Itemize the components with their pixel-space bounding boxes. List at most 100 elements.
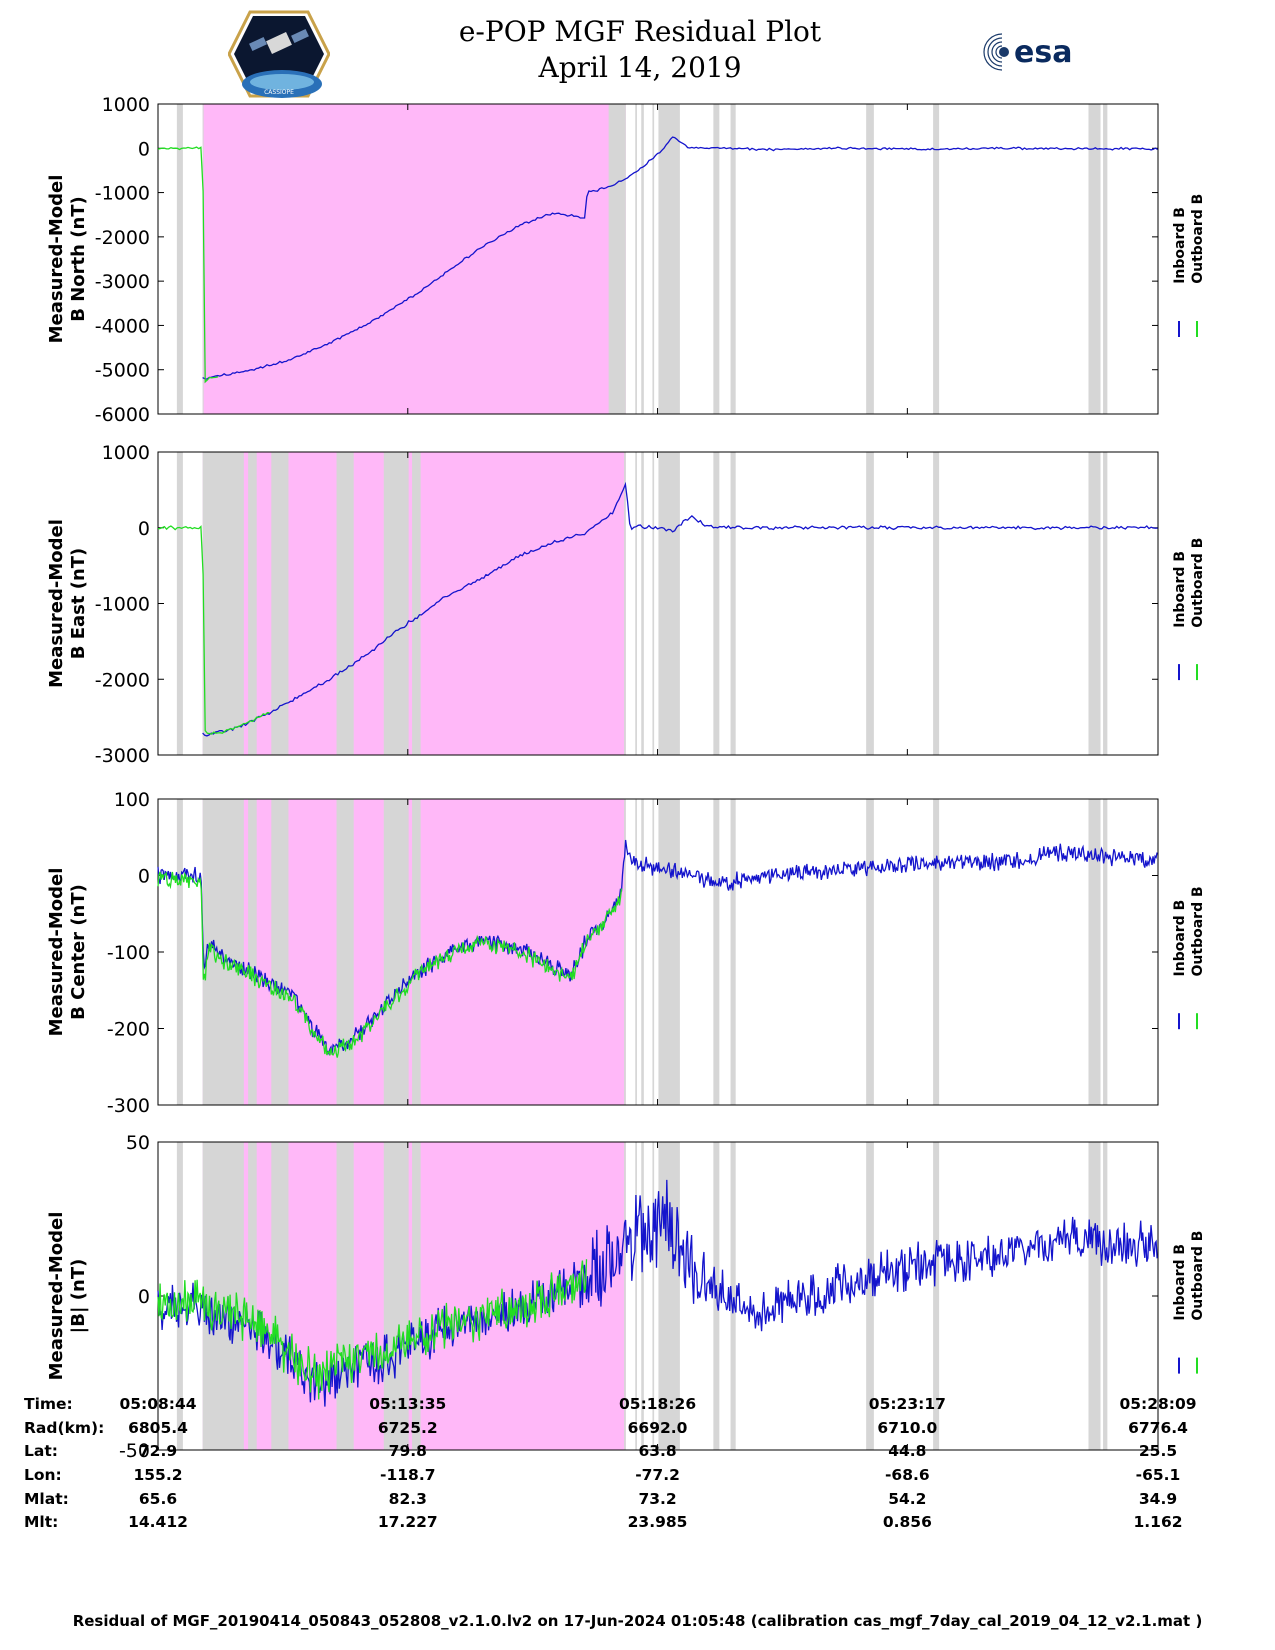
legend: Inboard B Outboard B (1172, 886, 1206, 1030)
series-inboard (157, 1179, 1158, 1407)
legend-label-outboard: Outboard B (1190, 538, 1206, 628)
gray-region (176, 452, 183, 755)
ephemeris-value: 72.9 (138, 1442, 178, 1460)
y-tick-label: -5000 (95, 360, 150, 382)
gray-region (1088, 104, 1101, 414)
gray-region (271, 452, 289, 755)
gray-region (1103, 799, 1108, 1105)
plot-title: e-POP MGF Residual Plot April 14, 2019 (380, 14, 900, 86)
y-tick-label: -2000 (95, 669, 150, 691)
panel-2: 1000 0 -1000 -2000 -3000 Measured-ModelB East… (46, 442, 1206, 767)
gray-region (383, 452, 409, 755)
ephemeris-value: 6805.4 (128, 1419, 188, 1437)
ephemeris-value: 63.8 (638, 1442, 677, 1460)
gray-region (412, 452, 421, 755)
gray-region (730, 799, 736, 1105)
y-tick-label: -6000 (95, 404, 150, 426)
gray-region (1088, 452, 1101, 755)
gray-region (658, 799, 680, 1105)
y-tick-label: -3000 (95, 271, 150, 293)
footer-caption: Residual of MGF_20190414_050843_052808_v… (72, 1612, 1203, 1630)
panel-4: 50 0 -50 Measured-Model|B| (nT) Inboard B Out… (46, 1132, 1206, 1462)
legend: Inboard B Outboard B (1172, 194, 1206, 337)
gray-region (248, 1142, 257, 1450)
y-tick-label: -2000 (95, 227, 150, 249)
gray-region (866, 104, 874, 414)
series-inboard (202, 136, 1158, 380)
gray-region (933, 799, 940, 1105)
gray-region (336, 1142, 354, 1450)
gray-region (176, 799, 183, 1105)
ephemeris-value: 34.9 (1138, 1490, 1178, 1508)
gray-region (1088, 799, 1101, 1105)
ephemeris-label: Rad(km): (24, 1419, 105, 1437)
ephemeris-value: 65.6 (138, 1490, 178, 1508)
ephemeris-value: 05:28:09 (1119, 1395, 1197, 1413)
series-outboard (157, 146, 219, 384)
y-tick-label: 0 (138, 138, 150, 160)
ephemeris-value: 05:08:44 (119, 1395, 197, 1413)
y-tick-label: 0 (138, 1286, 150, 1308)
ephemeris-value: -118.7 (380, 1466, 436, 1484)
y-tick-label: 1000 (102, 442, 150, 464)
ephemeris-value: 6710.0 (877, 1419, 938, 1437)
ephemeris-value: 155.2 (133, 1466, 183, 1484)
gray-region (608, 104, 626, 414)
gray-region (641, 452, 644, 755)
ephemeris-value: -77.2 (635, 1466, 680, 1484)
gray-region (635, 452, 637, 755)
gray-region (624, 452, 626, 755)
gray-region (1088, 1142, 1101, 1450)
gray-region (652, 452, 655, 755)
gray-region (202, 799, 244, 1105)
gray-region (866, 1142, 874, 1450)
gray-region (635, 104, 637, 414)
gray-region (202, 1142, 244, 1450)
gray-region (635, 799, 637, 1105)
ephemeris-value: 05:13:35 (369, 1395, 447, 1413)
gray-region (412, 1142, 421, 1450)
y-tick-label: -4000 (95, 315, 150, 337)
title-line-2: April 14, 2019 (538, 51, 742, 84)
y-tick-label: -50 (119, 1440, 150, 1462)
y-tick-label: -1000 (95, 183, 150, 205)
y-tick-label: -200 (107, 1019, 150, 1041)
ephemeris-value: -65.1 (1135, 1466, 1181, 1484)
legend: Inboard B Outboard B (1172, 538, 1206, 681)
y-tick-label: 100 (114, 789, 150, 811)
y-axis-label: Measured-ModelB Center (nT) (46, 868, 89, 1037)
y-tick-label: 0 (138, 866, 150, 888)
ephemeris-value: 82.3 (388, 1490, 427, 1508)
legend-label-inboard: Inboard B (1172, 900, 1188, 977)
y-tick-label: 1000 (102, 94, 150, 116)
gray-region (730, 1142, 736, 1450)
ephemeris-value: 79.8 (388, 1442, 427, 1460)
series-outboard (157, 871, 623, 1058)
gray-region (336, 799, 354, 1105)
ephemeris-value: 14.412 (128, 1513, 188, 1531)
ephemeris-label: Mlt: (24, 1513, 59, 1531)
gray-region (1103, 1142, 1108, 1450)
ephemeris-label: Lon: (24, 1466, 62, 1484)
y-tick-label: 0 (138, 518, 150, 540)
ephemeris-value: 6776.4 (1128, 1419, 1188, 1437)
legend-label-outboard: Outboard B (1190, 194, 1206, 284)
panel-1: 1000 0 -1000 -2000 -3000 -4000 -5000 -6000 Measu… (46, 94, 1206, 426)
ephemeris-value: 05:23:17 (868, 1395, 946, 1413)
y-axis-label-line: Measured-Model (46, 519, 67, 688)
gray-region (933, 452, 940, 755)
legend-label-inboard: Inboard B (1172, 207, 1188, 284)
ephemeris-value: 54.2 (888, 1490, 927, 1508)
ephemeris-value: 6725.2 (377, 1419, 438, 1437)
y-tick-label: 50 (126, 1132, 150, 1154)
gray-region (652, 799, 655, 1105)
ephemeris-label: Mlat: (24, 1490, 69, 1508)
gray-region (271, 799, 289, 1105)
gray-region (383, 799, 409, 1105)
gray-region (176, 104, 183, 414)
gray-region (658, 104, 680, 414)
gray-region (624, 1142, 626, 1450)
y-tick-label: -3000 (95, 745, 150, 767)
residual-plots: 10000-1000-2000-3000-4000-5000-6000Measu… (46, 94, 1206, 1462)
gray-region (412, 799, 421, 1105)
